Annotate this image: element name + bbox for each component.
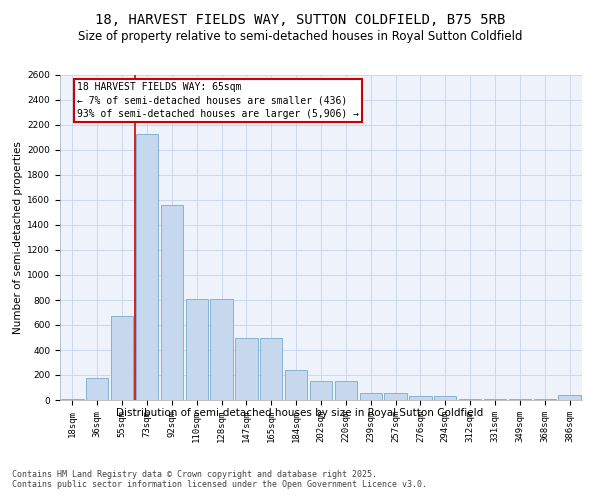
Bar xyxy=(559,395,581,400)
Bar xyxy=(385,393,407,400)
Bar xyxy=(335,381,357,400)
Bar xyxy=(235,338,257,400)
Bar xyxy=(161,205,183,400)
Text: Size of property relative to semi-detached houses in Royal Sutton Coldfield: Size of property relative to semi-detach… xyxy=(78,30,522,43)
Bar xyxy=(359,392,382,400)
Text: 18, HARVEST FIELDS WAY, SUTTON COLDFIELD, B75 5RB: 18, HARVEST FIELDS WAY, SUTTON COLDFIELD… xyxy=(95,12,505,26)
Text: Distribution of semi-detached houses by size in Royal Sutton Coldfield: Distribution of semi-detached houses by … xyxy=(116,408,484,418)
Bar xyxy=(111,316,133,400)
Bar xyxy=(310,381,332,400)
Bar xyxy=(185,298,208,400)
Bar xyxy=(434,396,457,400)
Bar xyxy=(211,298,233,400)
Bar xyxy=(484,399,506,400)
Bar xyxy=(260,338,283,400)
Bar xyxy=(409,396,431,400)
Bar xyxy=(86,378,109,400)
Bar xyxy=(459,399,481,400)
Text: 18 HARVEST FIELDS WAY: 65sqm
← 7% of semi-detached houses are smaller (436)
93% : 18 HARVEST FIELDS WAY: 65sqm ← 7% of sem… xyxy=(77,82,359,119)
Bar xyxy=(285,370,307,400)
Y-axis label: Number of semi-detached properties: Number of semi-detached properties xyxy=(13,141,23,334)
Bar xyxy=(136,134,158,400)
Text: Contains HM Land Registry data © Crown copyright and database right 2025.
Contai: Contains HM Land Registry data © Crown c… xyxy=(12,470,427,490)
